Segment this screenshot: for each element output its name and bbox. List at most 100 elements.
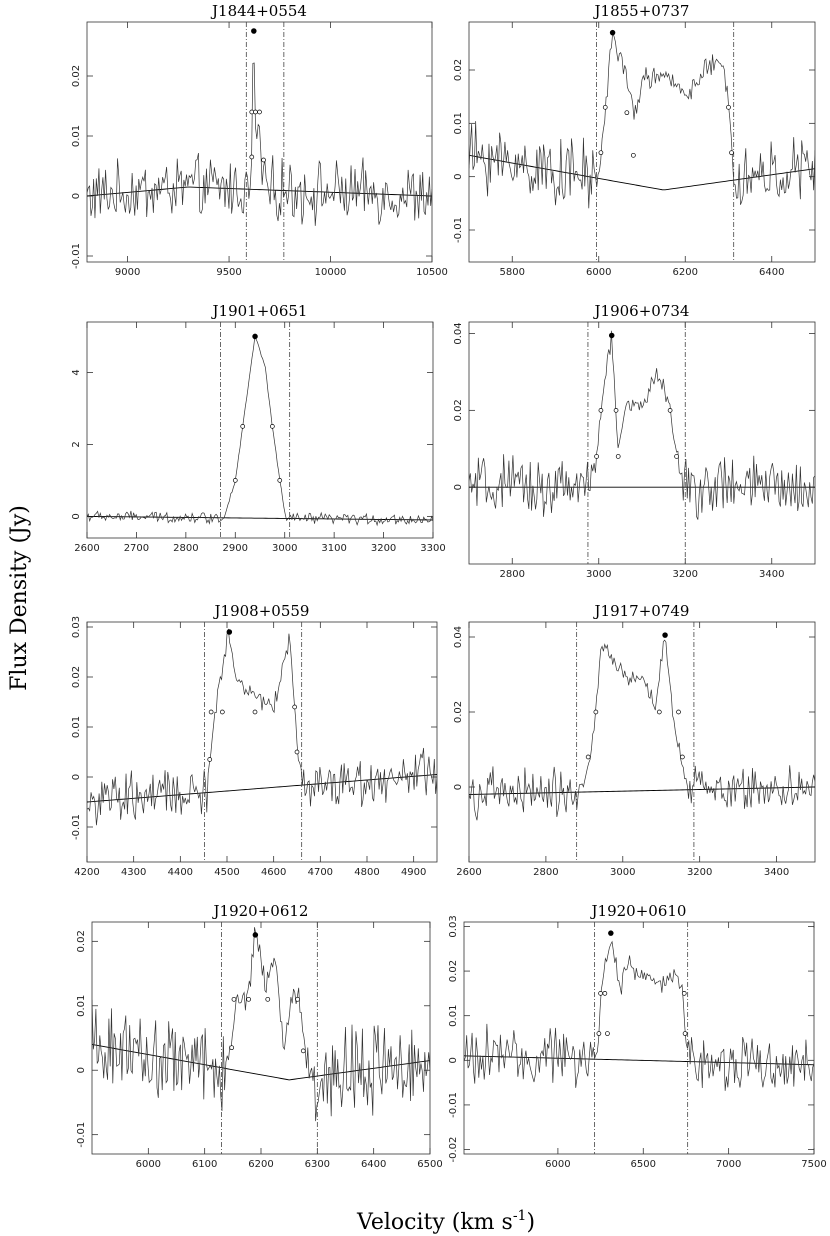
baseline-fit: [87, 515, 433, 521]
x-tick-label: 3000: [586, 569, 611, 580]
plot-area: [469, 322, 815, 564]
y-tick-label: -0.01: [76, 1122, 87, 1148]
chart-title: J1855+0737: [593, 2, 690, 20]
panels-group: J1844+0554 9000 9500 10000 10500 -0.01 0 0.01 0.…: [71, 2, 827, 1170]
x-tick-label: 6500: [631, 1159, 656, 1170]
chart-title: J1917+0749: [593, 602, 690, 620]
width-marker: [270, 424, 275, 429]
chart-title: J1908+0559: [213, 602, 310, 620]
width-marker: [656, 709, 662, 715]
baseline-fit: [464, 1055, 814, 1066]
plot-area: [469, 622, 815, 862]
width-marker: [240, 424, 246, 429]
y-tick-label: 0.03: [71, 616, 82, 638]
width-marker: [613, 407, 619, 413]
chart-panel-6: J1917+0749 2600 2800 3000 3200 3400 0 0.02 0.04: [453, 602, 816, 878]
y-tick-label: 0: [448, 1057, 459, 1063]
width-marker: [681, 991, 687, 996]
x-axis-label-close: ): [526, 1210, 535, 1235]
width-marker: [219, 709, 225, 715]
x-tick-label: 3200: [687, 867, 712, 878]
width-marker: [602, 991, 608, 996]
width-marker: [253, 109, 258, 115]
width-marker: [598, 407, 604, 413]
chart-panel-3: J1901+0651 2600 2700 2800 2900 3000 3100 3200 33…: [71, 302, 446, 554]
y-tick-label: 0.03: [448, 915, 459, 937]
width-marker: [615, 454, 621, 459]
x-tick-label: 2700: [124, 543, 149, 554]
x-tick-label: 10500: [416, 267, 448, 278]
y-tick-label: 0.01: [71, 125, 82, 147]
y-tick-label: 0.02: [453, 701, 464, 723]
chart-title: J1920+0612: [212, 902, 309, 920]
plot-frame: [468, 21, 816, 263]
width-marker: [231, 996, 237, 1002]
peak-marker: [662, 632, 668, 638]
width-marker: [295, 996, 300, 1002]
x-tick-label: 2800: [173, 543, 198, 554]
x-tick-label: 10000: [315, 267, 347, 278]
x-tick-label: 3100: [321, 543, 346, 554]
x-tick-label: 4800: [354, 867, 379, 878]
x-tick-label: 6200: [673, 267, 698, 278]
chart-title: J1920+0610: [590, 902, 687, 920]
y-tick-label: 0: [71, 193, 82, 199]
plot-area: [87, 622, 437, 862]
plot-frame: [468, 621, 816, 863]
width-marker: [624, 110, 630, 116]
width-marker: [252, 709, 258, 715]
spectrum-line: [92, 927, 430, 1122]
chart-panel-7: J1920+0612 6000 6100 6200 6300 6400 6500 -0.01 0…: [76, 902, 443, 1170]
peak-marker: [226, 629, 233, 635]
y-tick-label: 0: [453, 484, 464, 490]
y-tick-label: 0: [453, 784, 464, 790]
width-marker: [676, 709, 681, 715]
x-tick-label: 4600: [261, 867, 286, 878]
width-marker: [246, 996, 251, 1002]
x-axis-label: Velocity (km s-1): [356, 1208, 535, 1235]
x-tick-label: 5800: [500, 267, 525, 278]
x-tick-label: 2900: [223, 543, 248, 554]
width-marker: [208, 709, 214, 715]
y-tick-label: 0.01: [453, 112, 464, 134]
chart-panel-1: J1844+0554 9000 9500 10000 10500 -0.01 0 0.01 0.…: [71, 2, 448, 278]
y-tick-label: -0.01: [71, 814, 82, 840]
y-tick-label: -0.01: [448, 1092, 459, 1118]
width-marker: [596, 1031, 602, 1036]
y-tick-label: 0: [453, 173, 464, 179]
spectrum-line: [469, 330, 815, 520]
width-marker: [598, 991, 603, 996]
width-marker: [598, 150, 604, 156]
x-tick-label: 3400: [759, 569, 784, 580]
plot-frame: [86, 621, 438, 863]
y-tick-label: 0.01: [448, 1005, 459, 1027]
y-tick-label: -0.01: [71, 243, 82, 269]
x-tick-label: 4200: [74, 867, 99, 878]
y-tick-label: 0.02: [71, 666, 82, 688]
y-tick-label: 0: [71, 774, 82, 780]
x-tick-label: 4500: [214, 867, 239, 878]
x-tick-label: 2800: [500, 569, 525, 580]
y-axis-label: Flux Density (Jy): [7, 505, 32, 691]
x-tick-label: 9500: [216, 267, 241, 278]
width-marker: [674, 454, 679, 459]
y-tick-label: -0.02: [448, 1137, 459, 1163]
peak-marker: [609, 29, 616, 36]
x-tick-label: 7500: [801, 1159, 826, 1170]
spectrum-line: [87, 337, 433, 527]
width-marker: [232, 478, 238, 483]
x-tick-label: 4900: [401, 867, 426, 878]
x-tick-label: 3200: [673, 569, 698, 580]
spectrum-line: [87, 628, 437, 826]
width-marker: [630, 152, 636, 158]
plot-frame: [86, 21, 433, 263]
x-axis-label-main: Velocity (km s: [356, 1210, 513, 1235]
plot-area: [87, 322, 433, 538]
baseline-fit: [469, 154, 815, 191]
spectrum-line: [87, 62, 432, 226]
width-marker: [229, 1045, 235, 1051]
width-marker: [261, 157, 266, 163]
plot-frame: [86, 321, 434, 539]
spectrum-line: [469, 32, 815, 209]
plot-area: [464, 922, 814, 1154]
